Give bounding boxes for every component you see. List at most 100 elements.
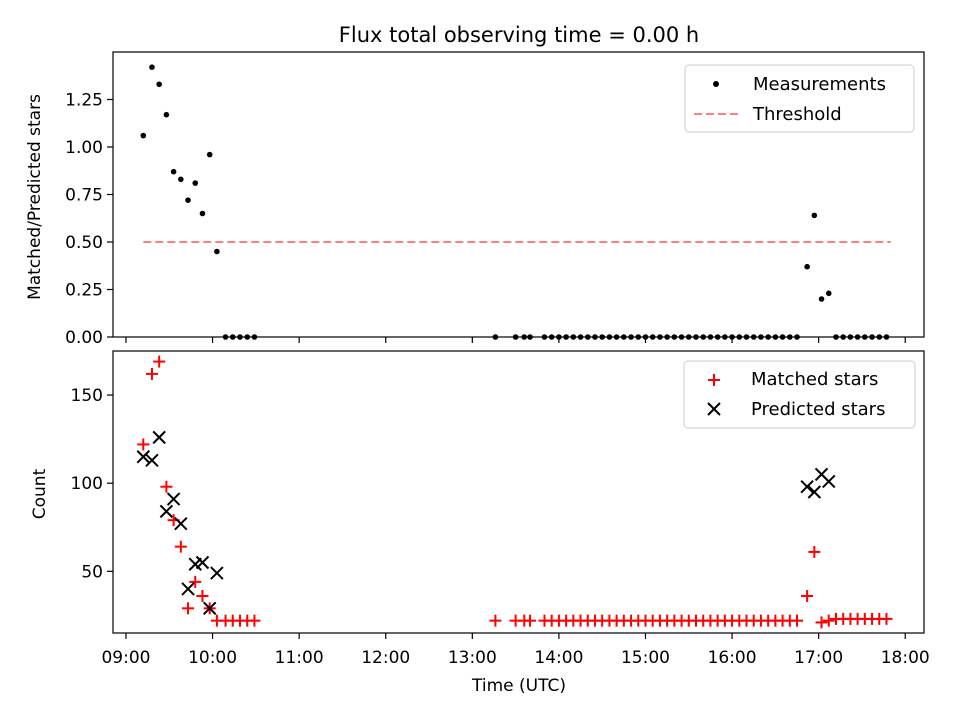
predicted-star-b <box>159 504 174 519</box>
top-y-tick-label: 0.25 <box>65 281 103 301</box>
measurement-point <box>192 180 199 186</box>
measurement-point <box>214 248 220 255</box>
bottom-x-tick-label: 09:00 <box>101 648 150 668</box>
chart-title: Flux total observing time = 0.00 h <box>339 23 699 47</box>
predicted-star-point <box>152 430 166 445</box>
predicted-star-b <box>181 582 195 596</box>
bottom-x-tick-label: 17:00 <box>794 648 843 668</box>
top-legend-box <box>684 64 915 133</box>
matched-star-point <box>791 614 804 627</box>
top-legend: Measurements Threshold <box>684 64 915 133</box>
bottom-x-tick-label: 18:00 <box>881 648 930 668</box>
matched-star-point <box>489 614 502 627</box>
top-axes-frame <box>112 51 925 338</box>
top-y-tick-label: 1.00 <box>65 138 103 158</box>
top-y-tick-label: 1.25 <box>65 91 103 111</box>
matched-star-point <box>822 614 835 627</box>
predicted-star-point <box>145 453 159 467</box>
legend-matched-label: Matched stars <box>751 369 878 390</box>
predicted-star-point <box>159 504 174 519</box>
bottom-panel: Count Time (UTC) 50 100 150 09:00 10:00 11:0… <box>30 350 930 696</box>
measurement-point <box>206 151 213 158</box>
predicted-star-point <box>210 566 224 580</box>
predicted-star-point <box>181 582 195 596</box>
bottom-y-tick-label: 50 <box>81 562 103 582</box>
measurement-point <box>825 290 832 297</box>
predicted-star-point <box>174 517 188 531</box>
bottom-legend: Matched stars Predicted stars <box>683 360 916 429</box>
bottom-x-tick-label: 11:00 <box>275 648 324 668</box>
x-axis-label: Time (UTC) <box>471 676 566 696</box>
predicted-star-b <box>174 517 188 531</box>
legend-measurements-marker <box>713 81 719 87</box>
bottom-x-ticks: 09:00 10:00 11:00 12:00 13:00 14:00 15:00 16:00… <box>101 633 930 668</box>
matched-star-point <box>248 614 261 627</box>
bottom-y-tick-label: 100 <box>71 474 103 494</box>
predicted-star-point <box>166 492 181 506</box>
predicted-star-point <box>202 601 217 616</box>
predicted-star-b <box>136 450 151 464</box>
bottom-y-axis-label: Count <box>30 468 50 519</box>
top-y-ticks: 0.00 0.25 0.50 0.75 1.00 1.25 <box>65 91 113 348</box>
predicted-star-b <box>822 474 836 489</box>
bottom-axes-frame <box>112 350 925 634</box>
top-y-tick-label: 0.00 <box>65 328 103 348</box>
legend-measurements-label: Measurements <box>753 74 886 95</box>
measurement-point <box>178 176 184 183</box>
matched-star-point <box>880 612 893 625</box>
matched-star-point <box>808 545 821 558</box>
measurement-point <box>149 64 155 70</box>
predicted-star-point <box>195 555 210 570</box>
top-y-axis-label: Matched/Predicted stars <box>25 94 45 300</box>
measurement-point <box>163 111 170 118</box>
bottom-x-tick-label: 15:00 <box>621 648 670 668</box>
predicted-star-b <box>195 555 210 570</box>
top-panel: Flux total observing time = 0.00 h Match… <box>25 23 925 348</box>
matched-star-point <box>801 589 814 602</box>
predicted-star-point <box>822 474 836 489</box>
bottom-x-tick-label: 10:00 <box>188 648 237 668</box>
legend-predicted-label: Predicted stars <box>751 399 885 420</box>
legend-threshold-label: Threshold <box>752 104 842 125</box>
predicted-star-point <box>136 450 151 464</box>
predicted-star-b <box>807 485 822 499</box>
matched-star-point <box>524 614 537 627</box>
legend-matched-marker <box>708 374 720 386</box>
bottom-x-tick-label: 12:00 <box>361 648 410 668</box>
matched-star-point <box>174 540 187 553</box>
matched-star-point <box>189 575 202 588</box>
bottom-y-ticks: 50 100 150 <box>71 386 113 582</box>
bottom-x-tick-label: 16:00 <box>708 648 757 668</box>
bottom-legend-box <box>683 360 916 429</box>
measurement-point <box>818 296 825 302</box>
predicted-star-b <box>814 467 829 482</box>
top-y-tick-label: 0.75 <box>65 186 103 206</box>
matched-star-point <box>137 438 150 451</box>
predicted-star-point <box>800 480 814 494</box>
matched-star-point <box>145 367 158 380</box>
matched-star-point <box>815 616 828 629</box>
matched-star-point <box>160 480 173 493</box>
count-points <box>136 355 893 629</box>
measurement-point <box>811 212 818 219</box>
legend-predicted-marker <box>707 402 721 416</box>
matched-star-point <box>196 589 209 602</box>
measurement-point <box>185 197 191 203</box>
measurement-point <box>804 263 810 270</box>
predicted-star-b <box>210 566 224 580</box>
measurement-point <box>156 81 162 88</box>
measurement-point <box>199 210 206 217</box>
predicted-star-b <box>145 453 159 467</box>
bottom-x-tick-label: 14:00 <box>534 648 583 668</box>
predicted-star-b <box>800 480 814 494</box>
matched-star-point <box>182 602 195 615</box>
matched-star-point <box>153 355 166 368</box>
measurement-point <box>170 168 177 175</box>
predicted-star-point <box>807 485 822 499</box>
measurement-point <box>140 132 147 139</box>
predicted-star-b <box>152 430 166 445</box>
bottom-y-tick-label: 150 <box>71 386 103 406</box>
predicted-star-b <box>166 492 181 506</box>
predicted-star-b <box>202 601 217 616</box>
